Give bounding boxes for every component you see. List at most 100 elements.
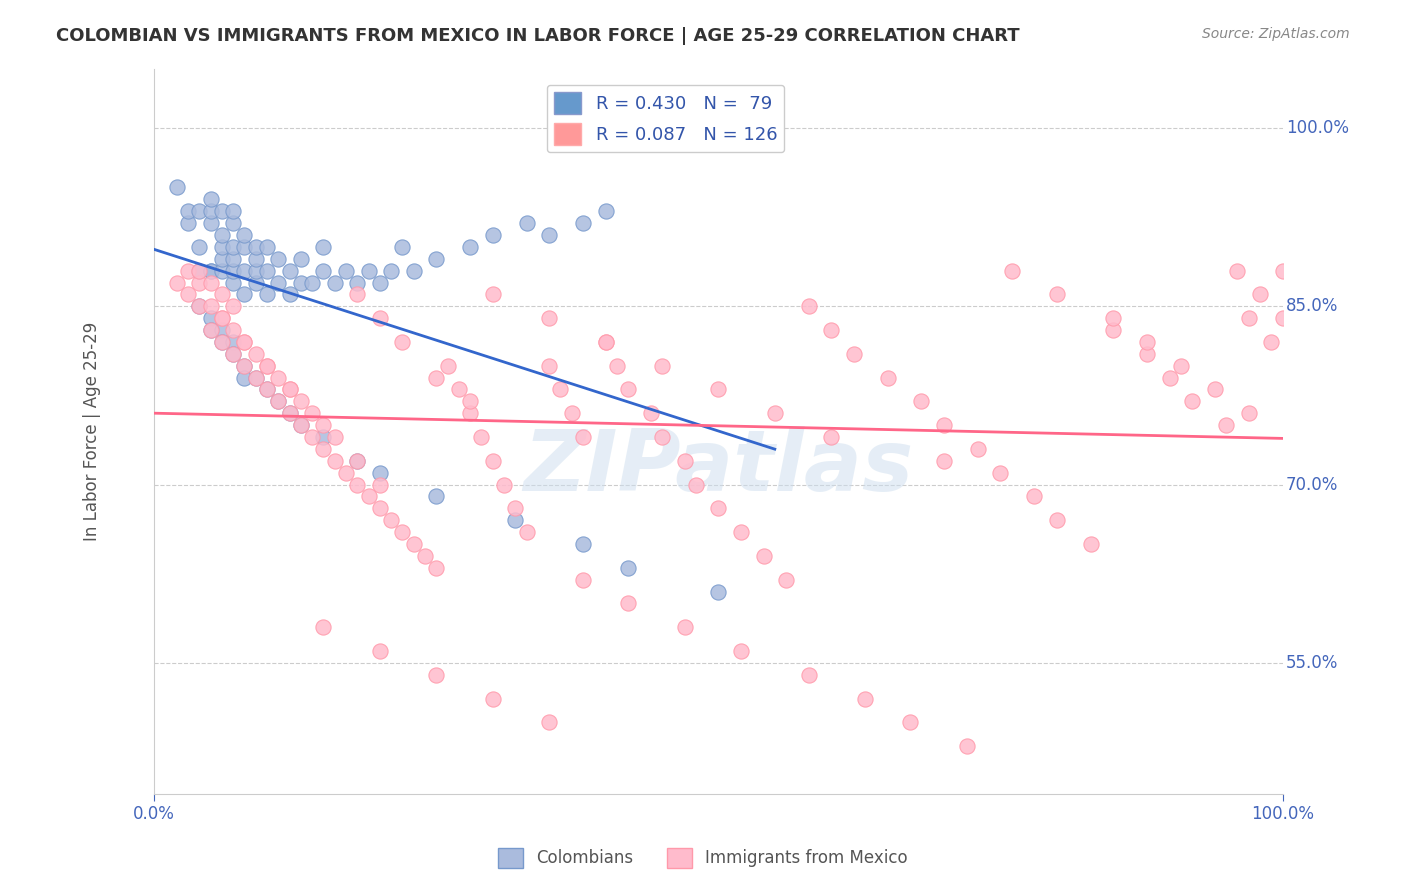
Point [357,490,380,504]
Point [685,477,707,491]
Point [267,252,290,266]
Text: 70.0%: 70.0% [1286,475,1339,493]
Point [470,430,492,444]
Point [222,252,245,266]
Point [278,383,301,397]
Point [368,276,391,290]
Point [651,359,673,373]
Point [200,311,222,326]
Point [323,276,346,290]
Point [211,252,233,266]
Point [278,406,301,420]
Point [572,537,595,551]
Point [346,454,368,468]
Point [211,334,233,349]
Point [425,490,447,504]
Point [640,406,662,420]
Point [820,430,842,444]
Point [290,252,312,266]
Point [245,347,267,361]
Point [516,525,538,540]
Point [312,263,335,277]
Point [1102,311,1125,326]
Point [538,311,561,326]
Point [380,513,402,527]
Point [402,537,425,551]
Point [730,525,752,540]
Point [177,287,200,301]
Point [233,334,256,349]
Legend: Colombians, Immigrants from Mexico: Colombians, Immigrants from Mexico [492,841,914,875]
Point [211,204,233,219]
Point [425,561,447,575]
Point [256,263,278,277]
Point [222,240,245,254]
Point [357,263,380,277]
Point [312,442,335,456]
Point [1237,311,1260,326]
Point [233,359,256,373]
Point [1024,490,1046,504]
Point [538,227,561,242]
Point [323,454,346,468]
Point [481,287,503,301]
Point [820,323,842,337]
Point [1001,263,1024,277]
Point [278,406,301,420]
Point [233,370,256,384]
Point [955,739,977,753]
Point [346,454,368,468]
Point [572,216,595,230]
Point [188,263,211,277]
Point [177,216,200,230]
Point [425,370,447,384]
Point [775,573,797,587]
Point [222,347,245,361]
Point [301,406,323,420]
Point [290,394,312,409]
Point [233,359,256,373]
Point [256,359,278,373]
Point [1159,370,1181,384]
Point [1260,334,1282,349]
Point [200,299,222,313]
Point [481,227,503,242]
Point [481,691,503,706]
Point [233,263,256,277]
Point [200,263,222,277]
Point [391,525,413,540]
Point [267,394,290,409]
Point [233,227,256,242]
Point [166,276,188,290]
Point [211,334,233,349]
Text: 100.0%: 100.0% [1286,119,1348,137]
Point [267,276,290,290]
Point [595,204,617,219]
Point [1136,347,1159,361]
Point [606,359,628,373]
Point [267,370,290,384]
Point [177,204,200,219]
Point [222,204,245,219]
Point [222,216,245,230]
Point [595,334,617,349]
Point [188,263,211,277]
Point [516,216,538,230]
Point [932,418,955,433]
Point [245,276,267,290]
Point [278,287,301,301]
Point [211,240,233,254]
Point [763,406,786,420]
Point [278,263,301,277]
Point [312,620,335,634]
Point [290,418,312,433]
Point [380,263,402,277]
Point [797,299,820,313]
Point [222,334,245,349]
Point [245,370,267,384]
Point [290,418,312,433]
Point [211,227,233,242]
Point [538,715,561,730]
Point [200,276,222,290]
Point [842,347,865,361]
